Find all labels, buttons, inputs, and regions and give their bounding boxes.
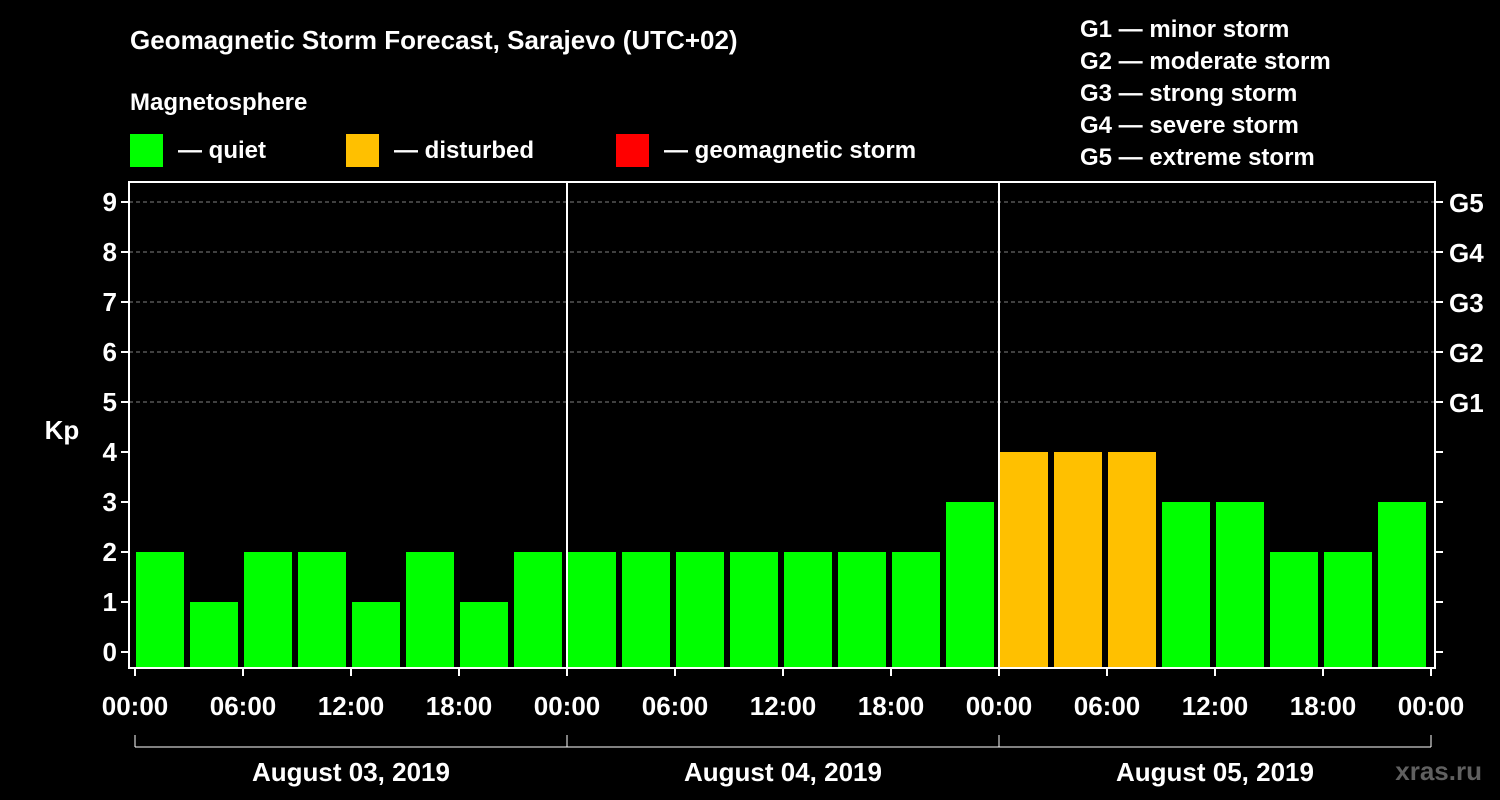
g-scale-item-1: G1 — minor storm — [1080, 16, 1289, 43]
kp-bar-15 — [946, 502, 994, 668]
right-axis: G1 G2 G3 G4 G5 — [1435, 188, 1484, 653]
g-scale-legend: G1 — minor storm G2 — moderate storm G3 — … — [1080, 16, 1331, 171]
kp-bar-14 — [892, 552, 940, 668]
right-label-g5: G5 — [1449, 188, 1484, 218]
legend-label-2: — geomagnetic storm — [664, 137, 916, 164]
right-label-g1: G1 — [1449, 388, 1484, 418]
kp-bar-19 — [1162, 502, 1210, 668]
kp-bar-2 — [244, 552, 292, 668]
y-tick-label-5: 5 — [103, 387, 117, 417]
kp-bar-13 — [838, 552, 886, 668]
y-tick-label-6: 6 — [103, 337, 117, 367]
legend-label-0: — quiet — [178, 137, 266, 164]
x-tick-label-4: 00:00 — [534, 691, 601, 721]
g-scale-item-4: G4 — severe storm — [1080, 112, 1299, 139]
y-tick-label-8: 8 — [103, 237, 117, 267]
x-tick-label-9: 06:00 — [1074, 691, 1141, 721]
y-axis: 0 1 2 3 4 5 6 7 8 9 — [103, 187, 129, 667]
y-axis-label: Kp — [45, 415, 80, 445]
kp-bar-5 — [406, 552, 454, 668]
y-tick-label-0: 0 — [103, 637, 117, 667]
x-tick-label-11: 18:00 — [1290, 691, 1357, 721]
y-tick-label-1: 1 — [103, 587, 117, 617]
kp-bar-10 — [676, 552, 724, 668]
kp-bar-6 — [460, 602, 508, 668]
legend-title: Magnetosphere — [130, 89, 307, 116]
day-label-2: August 05, 2019 — [1116, 757, 1314, 787]
bars — [136, 452, 1426, 668]
x-tick-label-10: 12:00 — [1182, 691, 1249, 721]
g-scale-item-2: G2 — moderate storm — [1080, 48, 1331, 75]
watermark: xras.ru — [1395, 756, 1482, 786]
chart-title: Geomagnetic Storm Forecast, Sarajevo (UT… — [130, 25, 738, 55]
kp-bar-23 — [1378, 502, 1426, 668]
kp-bar-9 — [622, 552, 670, 668]
y-tick-label-4: 4 — [103, 437, 118, 467]
kp-bar-20 — [1216, 502, 1264, 668]
y-tick-label-3: 3 — [103, 487, 117, 517]
x-tick-label-12: 00:00 — [1398, 691, 1465, 721]
x-tick-label-1: 06:00 — [210, 691, 277, 721]
kp-bar-3 — [298, 552, 346, 668]
g-scale-item-3: G3 — strong storm — [1080, 80, 1297, 107]
x-axis: 00:00 06:00 12:00 18:00 00:00 06:00 12:00 18:00… — [102, 668, 1465, 721]
x-tick-label-0: 00:00 — [102, 691, 169, 721]
right-label-g2: G2 — [1449, 338, 1484, 368]
day-label-1: August 04, 2019 — [684, 757, 882, 787]
x-tick-label-8: 00:00 — [966, 691, 1033, 721]
kp-bar-7 — [514, 552, 562, 668]
kp-bar-12 — [784, 552, 832, 668]
x-tick-label-7: 18:00 — [858, 691, 925, 721]
kp-bar-17 — [1054, 452, 1102, 668]
y-tick-label-7: 7 — [103, 287, 117, 317]
day-brackets: August 03, 2019 August 04, 2019 August 05,… — [134, 735, 1432, 787]
legend: — quiet — disturbed — geomagnetic storm — [130, 134, 916, 167]
legend-label-1: — disturbed — [394, 137, 534, 164]
right-label-g3: G3 — [1449, 288, 1484, 318]
kp-bar-1 — [190, 602, 238, 668]
kp-bar-0 — [136, 552, 184, 668]
legend-swatch-2 — [616, 134, 649, 167]
legend-swatch-1 — [346, 134, 379, 167]
kp-bar-11 — [730, 552, 778, 668]
right-label-g4: G4 — [1449, 238, 1484, 268]
x-tick-label-2: 12:00 — [318, 691, 385, 721]
g-scale-item-5: G5 — extreme storm — [1080, 144, 1315, 171]
day-label-0: August 03, 2019 — [252, 757, 450, 787]
legend-swatch-0 — [130, 134, 163, 167]
kp-bar-4 — [352, 602, 400, 668]
kp-bar-8 — [568, 552, 616, 668]
kp-bar-16 — [1000, 452, 1048, 668]
x-tick-label-6: 12:00 — [750, 691, 817, 721]
kp-bar-18 — [1108, 452, 1156, 668]
y-tick-label-2: 2 — [103, 537, 117, 567]
y-tick-label-9: 9 — [103, 187, 117, 217]
x-tick-label-3: 18:00 — [426, 691, 493, 721]
grid — [129, 201, 1435, 403]
kp-bar-21 — [1270, 552, 1318, 668]
kp-bar-22 — [1324, 552, 1372, 668]
x-tick-label-5: 06:00 — [642, 691, 709, 721]
